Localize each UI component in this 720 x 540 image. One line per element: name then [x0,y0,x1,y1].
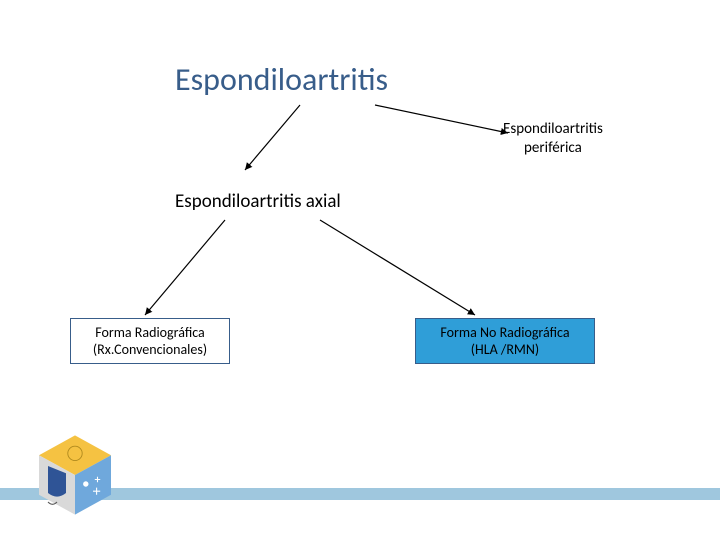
diagram-title: Espondiloartritis [175,60,388,99]
node-periferica: Espondiloartritis periférica [503,120,603,158]
node-radiografica-line2: (Rx.Convencionales) [93,341,207,359]
footer-logo-icon [30,430,120,520]
node-no-radiografica-line1: Forma No Radiográfica [440,324,569,342]
edge-axial-to-radiografica [145,220,225,315]
node-no-radiografica: Forma No Radiográfica (HLA /RMN) [415,318,595,364]
node-periferica-line1: Espondiloartritis [503,120,603,139]
edge-axial-to-no-radiografica [320,220,475,315]
node-axial: Espondiloartritis axial [175,190,341,213]
edge-title-to-periferica [375,105,508,133]
node-no-radiografica-line2: (HLA /RMN) [471,341,539,359]
node-radiografica-line1: Forma Radiográfica [95,324,205,342]
node-periferica-line2: periférica [503,139,603,158]
edge-title-to-axial [245,105,300,170]
node-radiografica: Forma Radiográfica (Rx.Convencionales) [70,318,230,364]
slide-canvas: Espondiloartritis Espondiloartritis peri… [0,0,720,540]
